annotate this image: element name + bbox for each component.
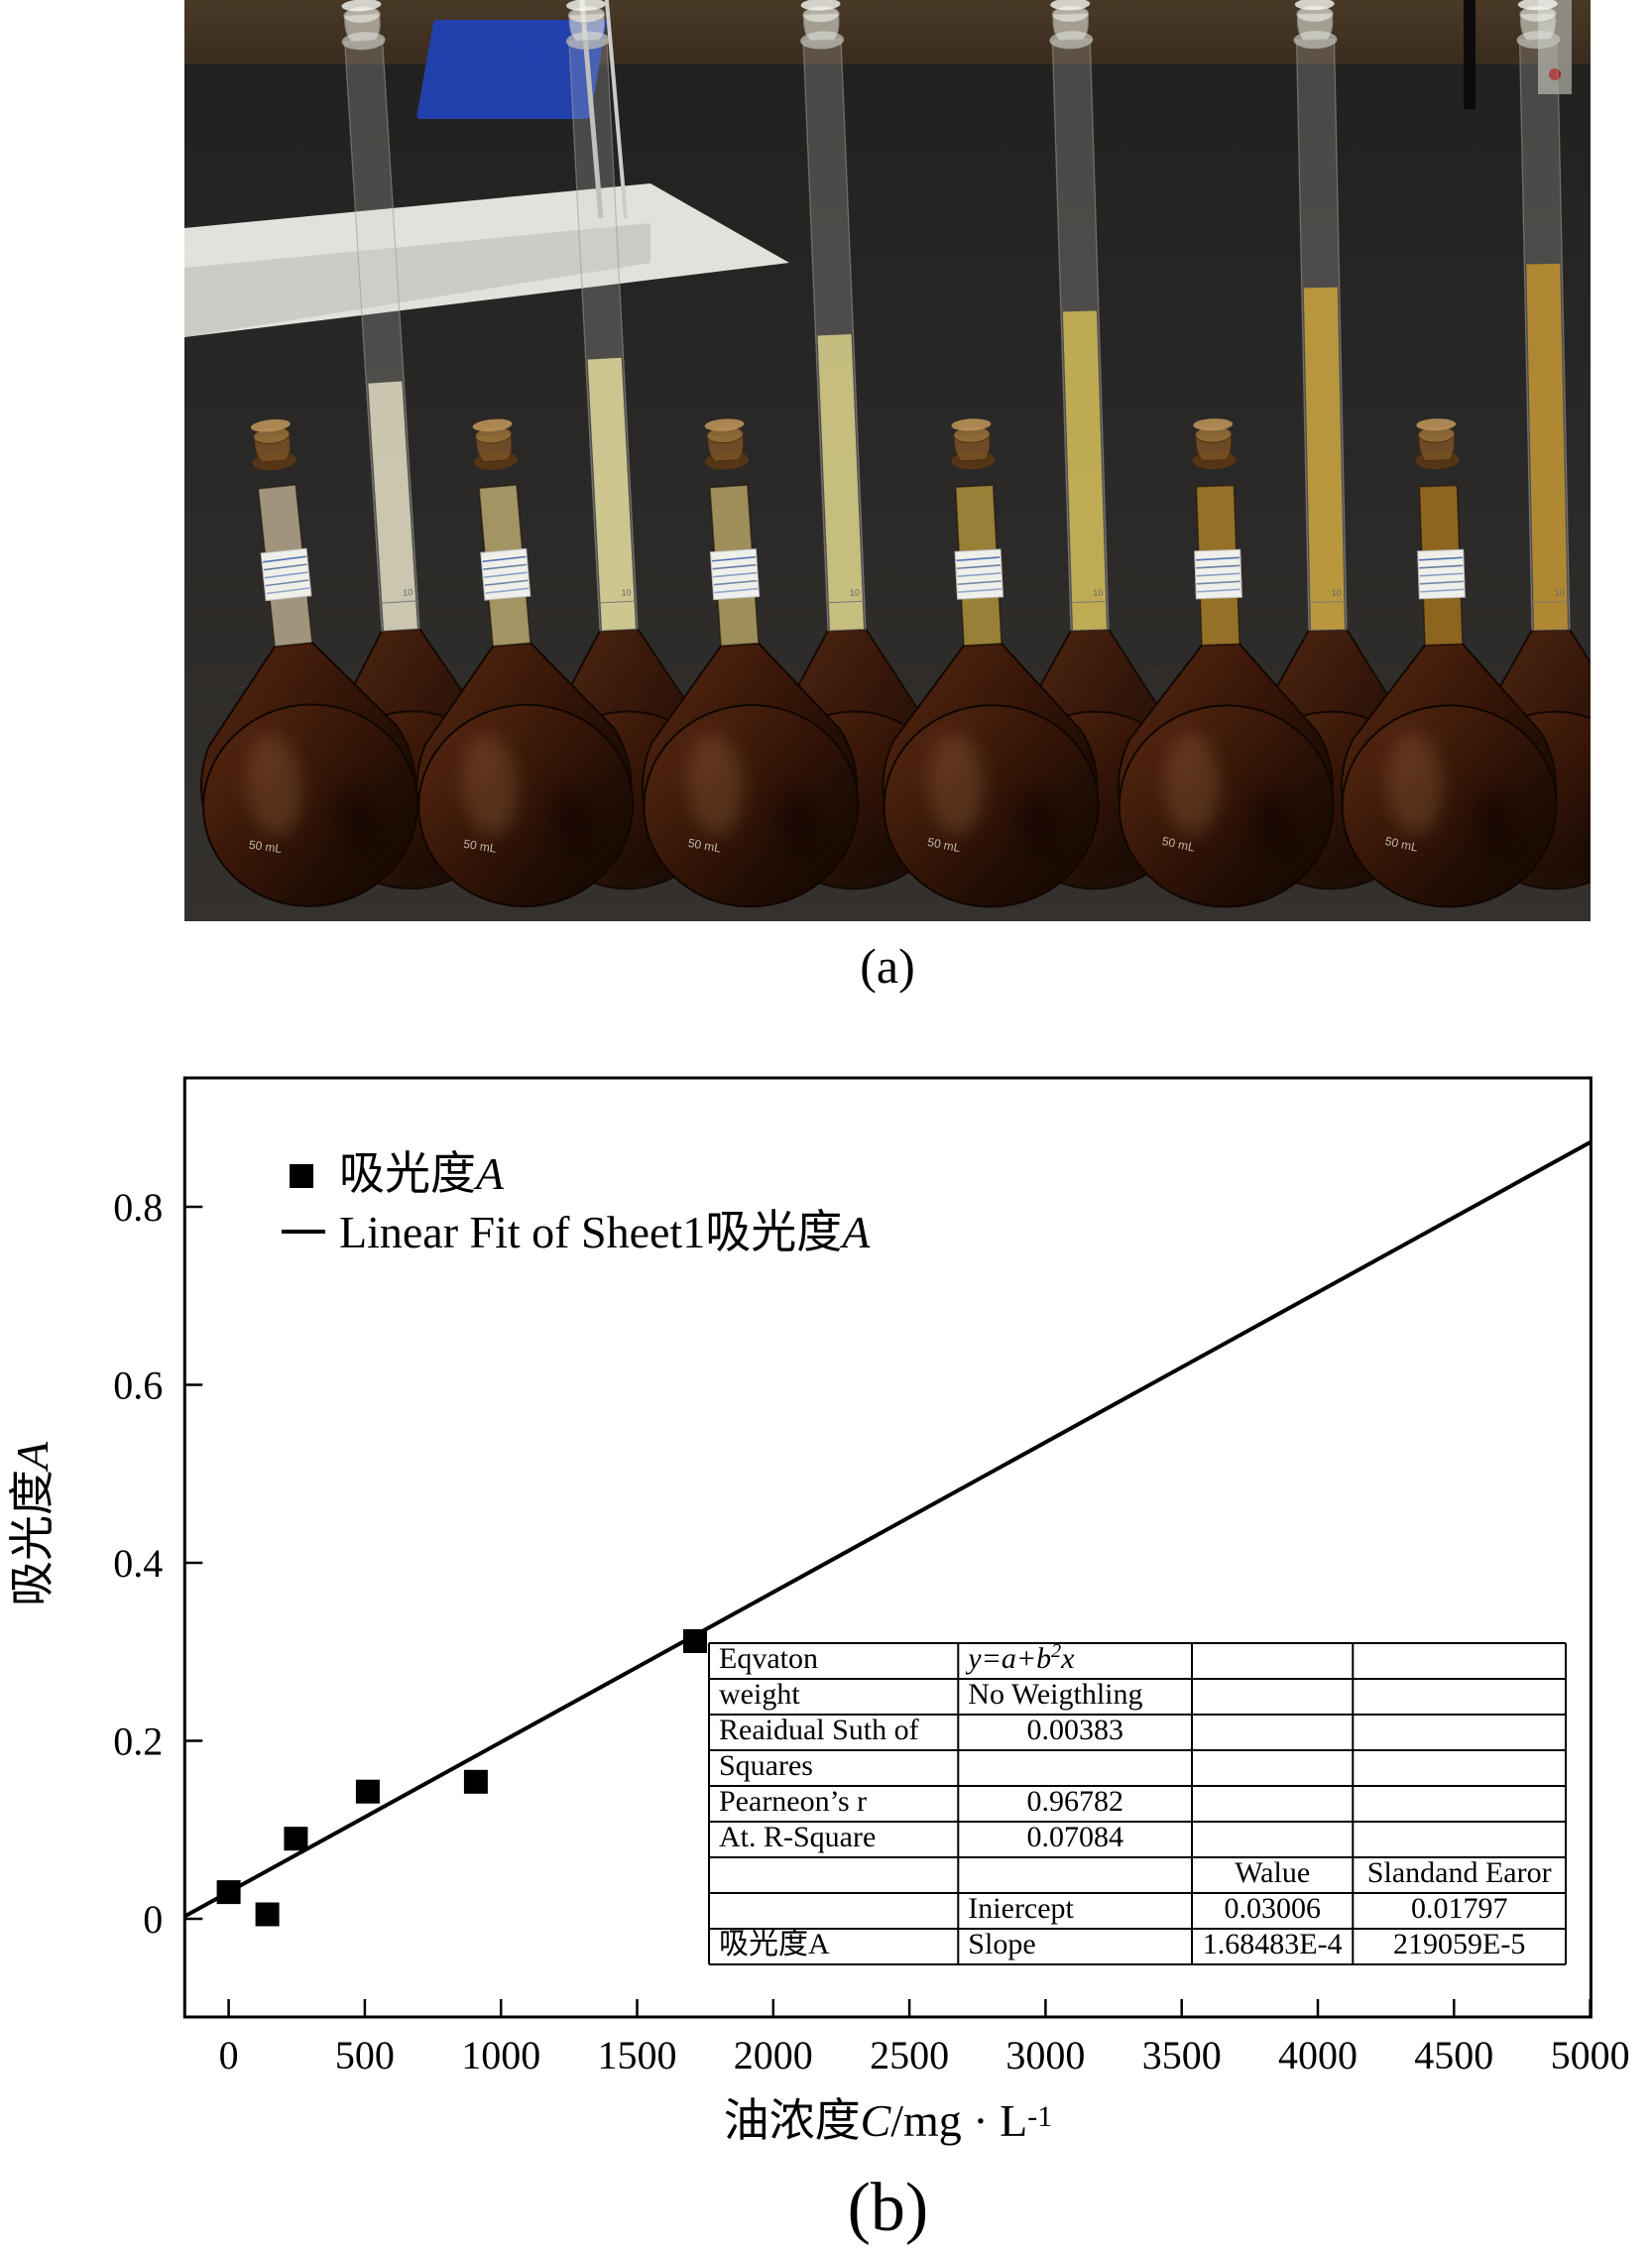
svg-text:Eqvaton: Eqvaton xyxy=(719,1642,818,1675)
svg-text:1500: 1500 xyxy=(598,2033,677,2077)
svg-text:Slandand Earor: Slandand Earor xyxy=(1367,1856,1552,1889)
svg-text:10: 10 xyxy=(1555,588,1565,598)
svg-text:weight: weight xyxy=(719,1678,800,1711)
svg-text:0.8: 0.8 xyxy=(113,1185,163,1230)
svg-text:500: 500 xyxy=(335,2033,395,2077)
svg-text:Linear Fit of Sheet1吸光度A: Linear Fit of Sheet1吸光度A xyxy=(339,1207,871,1257)
svg-text:3500: 3500 xyxy=(1142,2033,1222,2077)
svg-text:0.01797: 0.01797 xyxy=(1411,1892,1508,1925)
svg-text:0.6: 0.6 xyxy=(113,1364,163,1408)
svg-text:吸光度A: 吸光度A xyxy=(719,1928,830,1960)
svg-text:4000: 4000 xyxy=(1278,2033,1357,2077)
svg-text:油浓度C/mg · L-1: 油浓度C/mg · L-1 xyxy=(724,2095,1053,2146)
svg-text:0.2: 0.2 xyxy=(113,1719,163,1764)
svg-text:4500: 4500 xyxy=(1414,2033,1493,2077)
svg-text:0.03006: 0.03006 xyxy=(1224,1892,1321,1925)
svg-text:Squares: Squares xyxy=(719,1749,813,1782)
svg-text:Iniercept: Iniercept xyxy=(968,1892,1074,1925)
svg-text:10: 10 xyxy=(403,587,413,598)
svg-text:2000: 2000 xyxy=(734,2033,813,2077)
svg-text:0.07084: 0.07084 xyxy=(1026,1821,1123,1853)
svg-text:Reaidual Suth of: Reaidual Suth of xyxy=(719,1714,919,1746)
svg-text:y=a+b2x: y=a+b2x xyxy=(965,1640,1075,1675)
svg-text:1.68483E-4: 1.68483E-4 xyxy=(1203,1928,1343,1960)
svg-text:10: 10 xyxy=(1093,588,1103,598)
svg-text:0.4: 0.4 xyxy=(113,1541,163,1586)
svg-text:No Weigthling: No Weigthling xyxy=(968,1678,1142,1711)
svg-text:10: 10 xyxy=(621,587,632,598)
svg-text:10: 10 xyxy=(850,587,860,597)
svg-text:0: 0 xyxy=(219,2033,239,2077)
svg-text:0.00383: 0.00383 xyxy=(1026,1714,1123,1746)
svg-text:Slope: Slope xyxy=(968,1928,1035,1960)
svg-text:1000: 1000 xyxy=(461,2033,540,2077)
svg-text:At. R-Square: At. R-Square xyxy=(719,1821,876,1853)
svg-text:Pearneon’s r: Pearneon’s r xyxy=(719,1785,867,1818)
svg-text:219059E-5: 219059E-5 xyxy=(1393,1928,1525,1960)
svg-text:吸光度A: 吸光度A xyxy=(339,1148,505,1199)
svg-text:2500: 2500 xyxy=(870,2033,949,2077)
svg-text:3000: 3000 xyxy=(1005,2033,1085,2077)
svg-text:(b): (b) xyxy=(848,2170,929,2246)
svg-text:10: 10 xyxy=(1332,588,1342,598)
svg-text:0: 0 xyxy=(143,1897,163,1942)
svg-text:0.96782: 0.96782 xyxy=(1026,1785,1123,1818)
svg-text:5000: 5000 xyxy=(1551,2033,1630,2077)
svg-text:Walue: Walue xyxy=(1235,1856,1310,1889)
